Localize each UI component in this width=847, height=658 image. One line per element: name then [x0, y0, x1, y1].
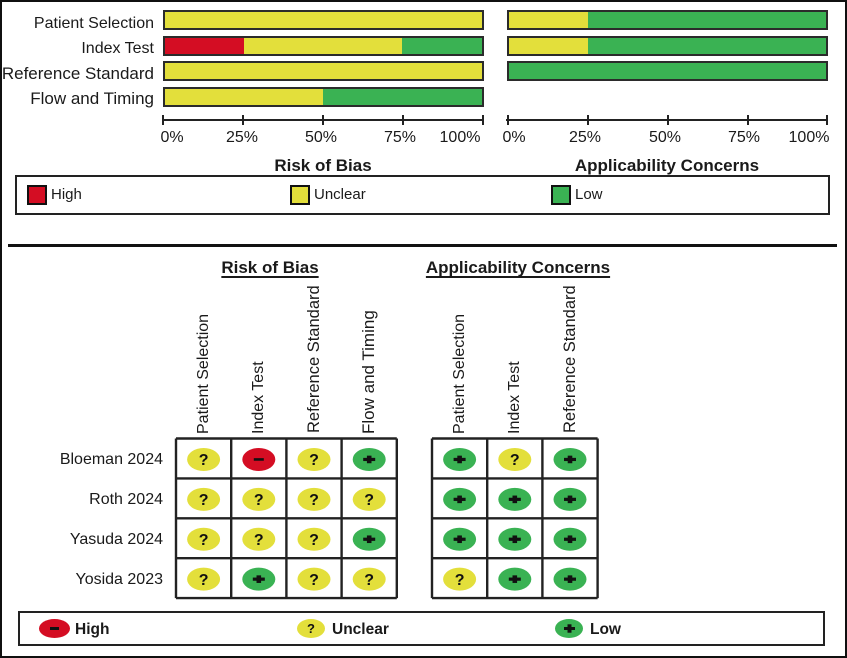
svg-text:?: ? [364, 492, 374, 509]
svg-text:?: ? [309, 492, 319, 509]
svg-text:?: ? [254, 532, 264, 549]
svg-text:?: ? [455, 572, 465, 589]
svg-text:?: ? [199, 452, 209, 469]
svg-text:?: ? [254, 492, 264, 509]
svg-text:?: ? [364, 572, 374, 589]
svg-text:?: ? [199, 492, 209, 509]
svg-text:?: ? [309, 572, 319, 589]
svg-text:?: ? [309, 532, 319, 549]
svg-text:?: ? [199, 572, 209, 589]
svg-text:?: ? [510, 452, 520, 469]
svg-text:?: ? [199, 532, 209, 549]
svg-text:?: ? [309, 452, 319, 469]
